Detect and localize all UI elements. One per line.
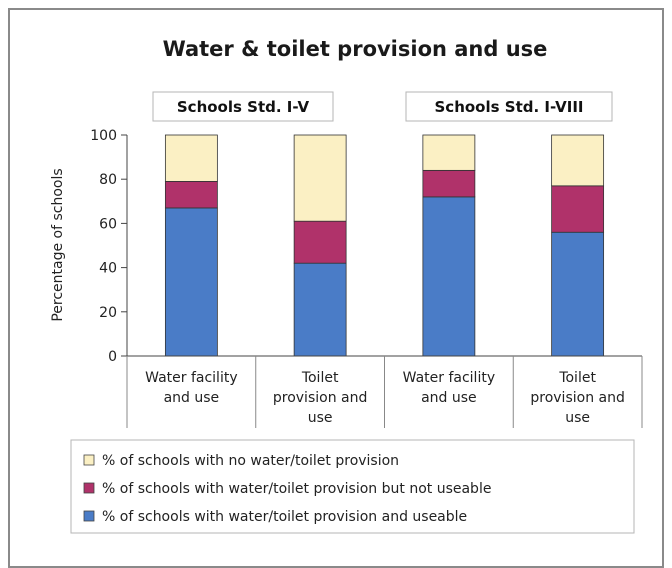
legend-label: % of schools with water/toilet provision… <box>102 509 467 525</box>
x-tick-label: and use <box>421 390 477 406</box>
bars <box>164 134 605 357</box>
bar-segment-0 <box>422 196 476 357</box>
stacked-bar-chart: Water & toilet provision and use Schools… <box>50 37 643 534</box>
y-tick-label: 0 <box>108 349 117 365</box>
bar-segment-0 <box>551 231 605 357</box>
bar-segment-1 <box>422 169 476 198</box>
x-tick-label: Toilet <box>301 370 339 386</box>
x-tick-label: Water facility <box>403 370 495 386</box>
y-tick-label: 100 <box>90 128 117 144</box>
legend-swatch <box>83 454 95 466</box>
legend-swatch <box>83 482 95 494</box>
bar-segment-2 <box>551 134 605 187</box>
y-axis-label: Percentage of schools <box>50 168 66 321</box>
x-tick-label: provision and <box>530 390 625 406</box>
x-tick-label: Toilet <box>558 370 596 386</box>
y-tick-label: 20 <box>99 305 117 321</box>
x-tick-label: and use <box>164 390 220 406</box>
x-tick-label: provision and <box>273 390 368 406</box>
group-label-box <box>405 91 613 122</box>
bar-segment-2 <box>164 134 218 182</box>
bar-segment-0 <box>164 207 218 357</box>
x-tick-label: Water facility <box>145 370 237 386</box>
bar-segment-1 <box>164 181 218 209</box>
y-axis: 0 20 40 60 80 100 <box>90 128 128 365</box>
x-axis: Water facility and use Toilet provision and… <box>126 355 643 428</box>
legend: % of schools with no water/toilet provis… <box>70 439 635 534</box>
group-label-box <box>152 91 334 122</box>
legend-label: % of schools with water/toilet provision… <box>102 481 491 497</box>
legend-label: % of schools with no water/toilet provis… <box>102 453 399 469</box>
bar-segment-0 <box>293 262 347 357</box>
chart-title: Water & toilet provision and use <box>163 37 548 61</box>
x-tick-label: use <box>308 410 333 426</box>
bar-segment-1 <box>293 220 347 264</box>
group-labels: Schools Std. I-V Schools Std. I-VIII <box>152 91 613 122</box>
group-label: Schools Std. I-V <box>177 98 310 116</box>
x-tick-label: use <box>565 410 590 426</box>
bar-segment-2 <box>293 134 347 222</box>
legend-box <box>70 439 635 534</box>
legend-swatch <box>83 510 95 522</box>
y-tick-label: 40 <box>99 261 117 277</box>
group-label: Schools Std. I-VIII <box>435 98 584 116</box>
bar-segment-1 <box>551 185 605 233</box>
bar-segment-2 <box>422 134 476 171</box>
y-tick-label: 80 <box>99 172 117 188</box>
y-tick-label: 60 <box>99 216 117 232</box>
